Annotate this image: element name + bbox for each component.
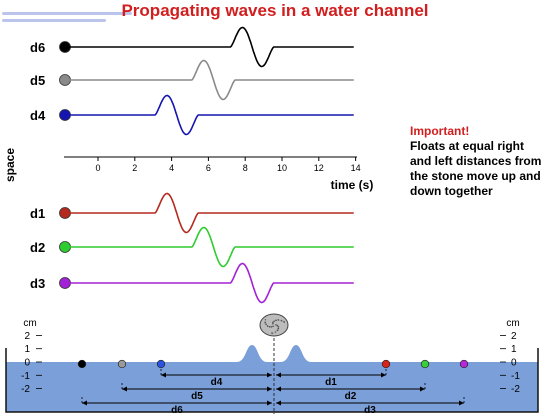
right-wave-crest bbox=[281, 345, 311, 362]
upper-plot: d6 d5 d4 bbox=[30, 26, 354, 136]
trace-label-d6: d6 bbox=[30, 40, 45, 55]
stone-texture-dot bbox=[267, 325, 269, 328]
time-tick-label: 0 bbox=[95, 163, 100, 173]
stone-texture-dot bbox=[277, 319, 279, 321]
stone-texture-dot bbox=[273, 320, 275, 322]
distance-label-d1: d1 bbox=[325, 377, 337, 388]
trace-label-d2: d2 bbox=[30, 240, 45, 255]
distance-arrowhead bbox=[267, 386, 272, 392]
float-d6 bbox=[77, 359, 87, 369]
stone-texture-dot bbox=[271, 332, 274, 334]
float-d5 bbox=[117, 359, 127, 369]
scale-tick-label-left: -2 bbox=[21, 384, 30, 395]
scale-unit-right: cm bbox=[506, 318, 519, 329]
stone bbox=[259, 313, 289, 337]
distance-arrowhead bbox=[82, 400, 87, 406]
distance-arrowhead bbox=[381, 372, 386, 378]
distance-arrowhead bbox=[122, 386, 127, 392]
time-tick-label: 12 bbox=[314, 163, 324, 173]
distance-arrowhead bbox=[267, 400, 272, 406]
stone-texture-dot bbox=[277, 329, 279, 331]
time-tick-label: 4 bbox=[169, 163, 174, 173]
distance-label-d3: d3 bbox=[364, 405, 376, 416]
time-tick-label: 14 bbox=[351, 163, 361, 173]
trace-label-d5: d5 bbox=[30, 73, 45, 88]
lower-plot: d1 d2 d3 bbox=[30, 192, 354, 304]
time-tick-label: 2 bbox=[132, 163, 137, 173]
water-body bbox=[6, 362, 538, 412]
stone-texture-dot bbox=[275, 324, 277, 326]
float-d2 bbox=[420, 359, 430, 369]
diagram-title: Propagating waves in a water channel bbox=[121, 1, 429, 20]
float-d1 bbox=[381, 359, 391, 369]
note-heading: Important! bbox=[410, 124, 470, 138]
trace-d1 bbox=[64, 192, 354, 234]
time-tick-label: 8 bbox=[243, 163, 248, 173]
space-axis-label: space bbox=[3, 148, 17, 182]
stone-texture-dot bbox=[272, 321, 274, 324]
distance-arrowhead bbox=[420, 386, 425, 392]
scale-tick-label-right: 2 bbox=[511, 331, 517, 342]
stone-texture-dot bbox=[272, 325, 274, 328]
distance-arrowhead bbox=[276, 372, 281, 378]
distance-arrowhead bbox=[267, 372, 272, 378]
scale-tick-label-left: -1 bbox=[21, 371, 30, 382]
stone-texture-dot bbox=[270, 326, 273, 328]
trace-d5 bbox=[64, 59, 354, 101]
distance-arrowhead bbox=[276, 386, 281, 392]
stone-texture-dot bbox=[283, 320, 285, 323]
trace-d4 bbox=[64, 94, 354, 136]
distance-label-d6: d6 bbox=[171, 405, 183, 416]
time-tick-label: 6 bbox=[206, 163, 211, 173]
float-d3 bbox=[459, 359, 469, 369]
stone-texture-dot bbox=[274, 331, 277, 333]
scale-tick-label-right: 0 bbox=[511, 358, 517, 369]
trace-d2 bbox=[64, 226, 354, 268]
distance-label-d2: d2 bbox=[345, 391, 357, 402]
trace-d3 bbox=[64, 262, 354, 304]
scale-tick-label-left: 0 bbox=[24, 358, 30, 369]
distance-arrowhead bbox=[276, 400, 281, 406]
stone-texture-dot bbox=[277, 327, 280, 330]
blurred-background-text bbox=[2, 8, 132, 38]
channel-walls bbox=[5, 348, 539, 413]
time-axis-label: time (s) bbox=[331, 178, 374, 192]
stone-texture-dot bbox=[264, 322, 266, 324]
stone-texture-dot bbox=[269, 326, 271, 328]
distance-label-d4: d4 bbox=[211, 377, 223, 388]
scale-unit-left: cm bbox=[23, 318, 36, 329]
time-axis: 0 2 4 6 8 10 12 14 time (s) bbox=[64, 156, 374, 192]
scale-tick-label-left: 1 bbox=[24, 344, 30, 355]
trace-d6 bbox=[64, 26, 354, 68]
trace-label-d4: d4 bbox=[30, 108, 46, 123]
stone-texture-dot bbox=[275, 319, 277, 321]
stone-texture-dot bbox=[272, 323, 274, 325]
stone-texture-dot bbox=[265, 323, 267, 326]
scale-tick-label-right: -2 bbox=[511, 384, 520, 395]
note-body: Floats at equal right and left distances… bbox=[410, 139, 542, 198]
stone-texture-dot bbox=[280, 319, 282, 322]
scale-tick-label-right: 1 bbox=[511, 344, 517, 355]
important-note: Important! Floats at equal right and lef… bbox=[410, 124, 548, 199]
scale-tick-label-right: -1 bbox=[511, 371, 520, 382]
left-wave-crest bbox=[237, 345, 267, 362]
time-tick-label: 10 bbox=[277, 163, 287, 173]
stone-texture-dot bbox=[277, 326, 280, 328]
water-channel: cm 2 1 0 -1 -2 cm 2 1 0 -1 -2 d4 d5 d6 d1 d2 d3 bbox=[5, 313, 539, 416]
stone-texture-dot bbox=[276, 324, 279, 327]
distance-label-d5: d5 bbox=[191, 391, 203, 402]
trace-label-d3: d3 bbox=[30, 276, 45, 291]
trace-label-d1: d1 bbox=[30, 206, 45, 221]
stone-texture-dot bbox=[264, 319, 267, 321]
scale-tick-label-left: 2 bbox=[24, 331, 30, 342]
distance-arrowhead bbox=[161, 372, 166, 378]
float-d4 bbox=[156, 359, 166, 369]
distance-arrowhead bbox=[459, 400, 464, 406]
